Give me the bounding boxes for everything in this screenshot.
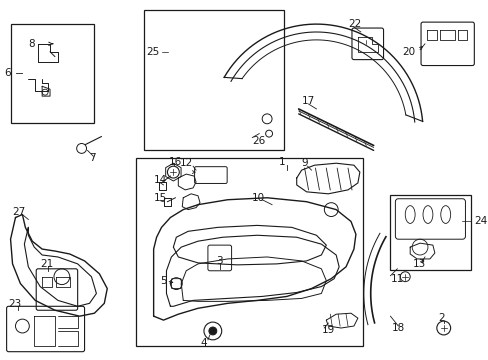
Bar	[136, 158, 362, 346]
Text: 12: 12	[180, 158, 193, 168]
Text: 27: 27	[13, 207, 26, 217]
Text: 22: 22	[347, 19, 361, 29]
Text: 9: 9	[301, 158, 307, 168]
Text: 15: 15	[153, 193, 166, 203]
Text: 11: 11	[389, 274, 403, 284]
Text: 5: 5	[160, 276, 167, 285]
Text: 10: 10	[252, 193, 265, 203]
Text: 7: 7	[89, 153, 96, 163]
Text: 13: 13	[412, 259, 426, 269]
Text: 8: 8	[28, 39, 35, 49]
Text: 17: 17	[301, 96, 314, 106]
Text: 23: 23	[9, 299, 22, 309]
Text: 25: 25	[146, 47, 160, 57]
Text: 3: 3	[215, 256, 222, 266]
Bar	[11, 24, 94, 123]
Text: 20: 20	[401, 47, 414, 57]
Text: 16: 16	[168, 157, 182, 167]
Text: 24: 24	[473, 216, 487, 226]
Text: 4: 4	[200, 338, 206, 348]
Text: 26: 26	[252, 135, 265, 145]
Bar	[389, 195, 470, 270]
Text: 19: 19	[321, 325, 334, 335]
Bar	[143, 10, 284, 150]
Text: 18: 18	[390, 323, 404, 333]
Text: 21: 21	[40, 259, 53, 269]
Text: 2: 2	[437, 313, 444, 323]
Text: 6: 6	[4, 68, 11, 78]
Circle shape	[208, 327, 216, 335]
Text: 1: 1	[278, 157, 285, 167]
Text: 14: 14	[153, 175, 166, 185]
